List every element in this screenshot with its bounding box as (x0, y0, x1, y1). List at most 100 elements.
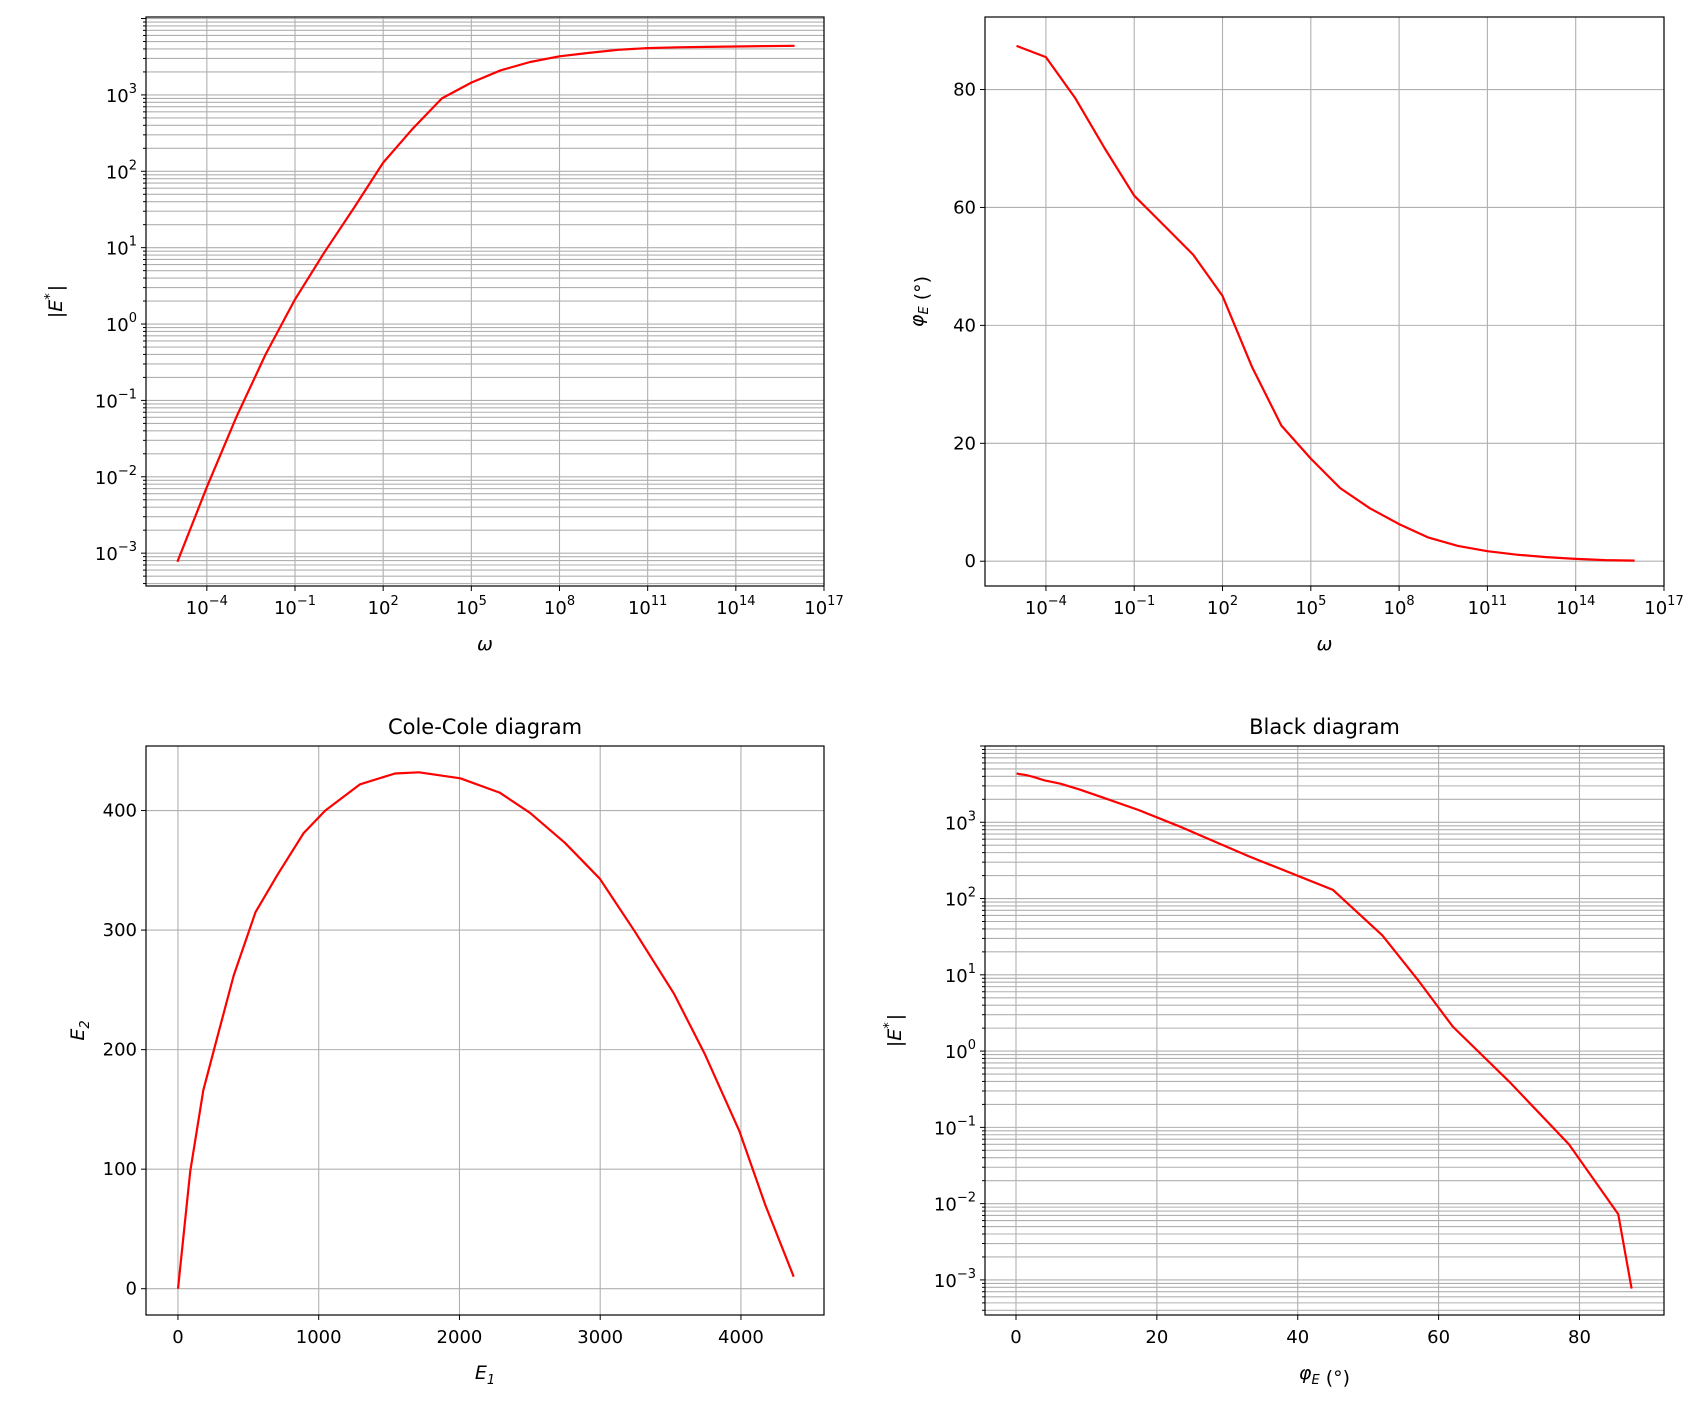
y-tick-label: 10−3 (95, 540, 137, 565)
text-part: 10 (945, 1042, 968, 1063)
x-tick-label: 1017 (804, 594, 843, 619)
text-part: 8 (1406, 594, 1414, 609)
text-part: 10 (456, 598, 479, 619)
text-part: E (67, 1029, 89, 1041)
text-part: −2 (118, 464, 137, 479)
text-part: | (45, 285, 67, 291)
text-part: 10 (106, 239, 129, 260)
y-axis-label: E2 (67, 1020, 93, 1040)
y-tick-label: 20 (953, 433, 976, 454)
text-part: φ (906, 314, 928, 327)
text-part: * (882, 1022, 897, 1029)
y-tick-label: 102 (945, 886, 976, 911)
series-line (176, 771, 795, 1289)
x-axis-label: ω (1317, 633, 1333, 655)
text-part: 10 (945, 813, 968, 834)
text-part: 2 (390, 594, 398, 609)
text-part: | (45, 312, 67, 318)
text-part: 10 (934, 1271, 957, 1292)
text-part: 8 (567, 594, 575, 609)
text-part: (°) (911, 276, 933, 306)
text-part: 10 (106, 315, 129, 336)
y-tick-label: 101 (106, 235, 137, 260)
x-axis-label: ω (477, 633, 493, 655)
x-tick-label: 40 (1286, 1327, 1309, 1348)
y-tick-label: 102 (106, 158, 137, 183)
text-part: 10 (186, 598, 209, 619)
x-axis-label: E1 (475, 1362, 495, 1388)
text-part: 1 (968, 962, 976, 977)
y-tick-label: 10−1 (934, 1114, 976, 1139)
text-part: * (43, 293, 58, 300)
x-tick-label: 10−4 (1025, 594, 1067, 619)
y-tick-label: 60 (953, 197, 976, 218)
x-tick-label: 105 (1295, 594, 1326, 619)
text-part: 0 (968, 1038, 976, 1053)
text-part: 17 (1667, 594, 1684, 609)
text-part: 14 (1579, 594, 1596, 609)
y-tick-label: 10−2 (95, 464, 137, 489)
y-tick-label: 80 (953, 80, 976, 101)
text-part: −4 (1048, 594, 1067, 609)
text-part: 17 (827, 594, 844, 609)
y-tick-label: 100 (103, 1159, 137, 1180)
x-tick-label: 1011 (628, 594, 667, 619)
text-part: 10 (1025, 598, 1048, 619)
text-part: 11 (651, 594, 668, 609)
x-tick-label: 10−4 (186, 594, 228, 619)
text-part: 14 (739, 594, 756, 609)
text-part: −1 (297, 594, 316, 609)
x-tick-label: 80 (1568, 1327, 1591, 1348)
text-part: −2 (957, 1191, 976, 1206)
text-part: 10 (95, 468, 118, 489)
y-axis-label: |E* | (882, 1014, 906, 1047)
x-tick-label: 108 (1384, 594, 1415, 619)
text-part: 10 (106, 86, 129, 107)
x-tick-label: 1000 (296, 1327, 342, 1348)
text-part: 2 (129, 158, 137, 173)
axes-frame (145, 16, 825, 587)
text-part: −1 (1136, 594, 1155, 609)
text-part: −4 (209, 594, 228, 609)
text-part: 1 (129, 235, 137, 250)
x-tick-label: 102 (368, 594, 399, 619)
x-tick-label: 20 (1145, 1327, 1168, 1348)
y-tick-label: 10−1 (95, 387, 137, 412)
text-part: E (917, 306, 932, 315)
text-part: −1 (957, 1114, 976, 1129)
y-tick-label: 300 (103, 920, 137, 941)
text-part: E (884, 1029, 906, 1041)
text-part: ω (477, 633, 493, 655)
text-part: 10 (628, 598, 651, 619)
x-tick-label: 10−1 (274, 594, 316, 619)
text-part: 10 (934, 1195, 957, 1216)
y-tick-label: 0 (126, 1279, 137, 1300)
text-part: E (1311, 1373, 1320, 1388)
text-part: 2 (968, 886, 976, 901)
x-axis-label: φE (°) (1299, 1362, 1350, 1389)
chart-title: Cole-Cole diagram (388, 715, 582, 739)
text-part: φ (1299, 1362, 1312, 1384)
y-axis-label: |E* | (43, 285, 67, 318)
x-tick-label: 105 (456, 594, 487, 619)
text-part: 0 (129, 311, 137, 326)
chart-title: Black diagram (1249, 715, 1400, 739)
text-part: E (45, 300, 67, 312)
text-part: 2 (78, 1020, 93, 1028)
x-tick-label: 10−1 (1113, 594, 1155, 619)
y-tick-label: 40 (953, 315, 976, 336)
x-tick-label: 1014 (716, 594, 755, 619)
y-tick-label: 400 (103, 801, 137, 822)
text-part: 11 (1491, 594, 1508, 609)
text-part: 10 (274, 598, 297, 619)
x-tick-label: 60 (1427, 1327, 1450, 1348)
y-tick-label: 103 (106, 82, 137, 107)
text-part: 2 (1230, 594, 1238, 609)
text-part: 1 (487, 1373, 495, 1388)
text-part: 10 (716, 598, 739, 619)
text-part: 3 (968, 809, 976, 824)
